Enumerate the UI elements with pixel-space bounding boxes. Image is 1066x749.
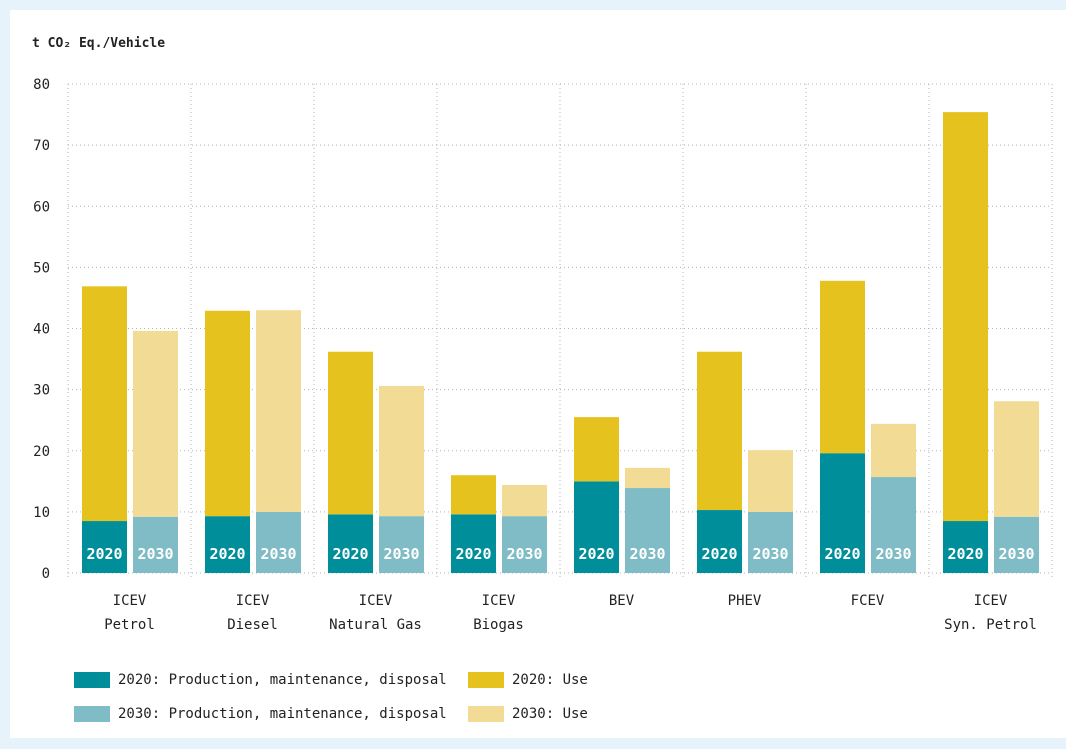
bar-year-label: 2030 xyxy=(260,545,296,563)
bar-icev-natural-gas-2020-use xyxy=(328,351,373,515)
bar-icev-diesel-2020-use xyxy=(205,310,250,517)
x-category-label-line: BEV xyxy=(609,593,635,609)
y-tick-label: 0 xyxy=(42,566,50,582)
bar-icev-syn-petrol-2020-production-maintenance-disposal xyxy=(943,521,988,573)
bar-fcev-2030-production-maintenance-disposal xyxy=(871,477,916,573)
legend-item-2020-production: 2020: Production, maintenance, disposal xyxy=(74,671,447,689)
legend-swatch-2030-use xyxy=(468,706,504,722)
bar-fcev-2020-production-maintenance-disposal xyxy=(820,453,865,573)
x-category-label-line: Biogas xyxy=(473,617,524,633)
bar-fcev-2030-use xyxy=(871,423,916,478)
bar-icev-natural-gas-2030-use xyxy=(379,385,424,517)
bar-icev-syn-petrol-2030-production-maintenance-disposal xyxy=(994,516,1039,573)
legend-label: 2020: Use xyxy=(512,672,588,688)
legend-swatch-2020-use xyxy=(468,672,504,688)
x-category-label-line: PHEV xyxy=(728,593,762,609)
bar-phev-2020-use xyxy=(697,351,742,511)
x-category-label-line: Diesel xyxy=(227,617,278,633)
bar-icev-diesel-2020-production-maintenance-disposal xyxy=(205,516,250,573)
y-tick-label: 30 xyxy=(33,383,50,399)
bar-year-label: 2030 xyxy=(998,545,1034,563)
bar-icev-biogas-2020-use xyxy=(451,475,496,515)
x-category-label-fcev: FCEV xyxy=(851,593,885,609)
bar-year-label: 2020 xyxy=(455,545,491,563)
x-category-label-line: ICEV xyxy=(974,593,1008,609)
bar-icev-natural-gas-2030-production-maintenance-disposal xyxy=(379,516,424,573)
x-category-label-icev-petrol: ICEV Petrol xyxy=(104,593,155,633)
bar-bev-2020-production-maintenance-disposal xyxy=(574,481,619,573)
bar-year-label: 2020 xyxy=(86,545,122,563)
x-category-label-line: ICEV xyxy=(113,593,147,609)
bar-icev-biogas-2030-production-maintenance-disposal xyxy=(502,516,547,573)
y-tick-label: 50 xyxy=(33,260,50,276)
y-tick-label: 10 xyxy=(33,505,50,521)
bar-bev-2030-use xyxy=(625,467,670,489)
bar-icev-petrol-2030-use xyxy=(133,330,178,517)
bar-icev-petrol-2020-production-maintenance-disposal xyxy=(82,521,127,573)
bar-icev-biogas-2020-production-maintenance-disposal xyxy=(451,514,496,573)
legend-item-2030-use: 2030: Use xyxy=(468,705,588,723)
bar-bev-2030-production-maintenance-disposal xyxy=(625,488,670,573)
bar-phev-2020-production-maintenance-disposal xyxy=(697,510,742,573)
x-category-label-bev: BEV xyxy=(609,593,635,609)
y-tick-label: 20 xyxy=(33,444,50,460)
x-category-label-line: Natural Gas xyxy=(329,617,422,633)
x-category-label-icev-diesel: ICEV Diesel xyxy=(227,593,278,633)
bar-year-label: 2030 xyxy=(137,545,173,563)
bar-year-label: 2020 xyxy=(947,545,983,563)
x-category-label-phev: PHEV xyxy=(728,593,762,609)
x-category-label-icev-biogas: ICEV Biogas xyxy=(473,593,524,633)
x-category-label-icev-syn-petrol: ICEV Syn. Petrol xyxy=(944,593,1037,633)
bar-icev-petrol-2020-use xyxy=(82,286,127,522)
x-category-label-icev-natural-gas: ICEV Natural Gas xyxy=(329,593,422,633)
y-tick-label: 70 xyxy=(33,138,50,154)
y-tick-label: 40 xyxy=(33,322,50,338)
bar-year-label: 2030 xyxy=(506,545,542,563)
bar-icev-petrol-2030-production-maintenance-disposal xyxy=(133,516,178,573)
bar-year-label: 2030 xyxy=(383,545,419,563)
x-category-label-line: ICEV xyxy=(236,593,270,609)
legend-label: 2030: Production, maintenance, disposal xyxy=(118,706,447,722)
y-tick-label: 60 xyxy=(33,199,50,215)
bar-icev-syn-petrol-2020-use xyxy=(943,112,988,522)
bar-phev-2030-use xyxy=(748,450,793,512)
bar-fcev-2020-use xyxy=(820,280,865,454)
bar-icev-syn-petrol-2030-use xyxy=(994,401,1039,517)
legend-item-2030-production: 2030: Production, maintenance, disposal xyxy=(74,705,447,723)
bar-year-label: 2030 xyxy=(875,545,911,563)
y-axis-title: t CO₂ Eq./Vehicle xyxy=(32,36,166,51)
bar-year-label: 2030 xyxy=(629,545,665,563)
bars xyxy=(82,112,1039,573)
x-category-label-line: Syn. Petrol xyxy=(944,617,1037,633)
bar-year-label: 2020 xyxy=(209,545,245,563)
legend-label: 2030: Use xyxy=(512,706,588,722)
bar-icev-diesel-2030-use xyxy=(256,310,301,512)
bar-icev-biogas-2030-use xyxy=(502,484,547,517)
legend-swatch-2020-production xyxy=(74,672,110,688)
bar-bev-2020-use xyxy=(574,417,619,482)
x-category-label-line: Petrol xyxy=(104,617,155,633)
bar-year-label: 2020 xyxy=(578,545,614,563)
x-category-label-line: ICEV xyxy=(359,593,393,609)
bar-year-label: 2020 xyxy=(332,545,368,563)
y-tick-label: 80 xyxy=(33,77,50,93)
legend-label: 2020: Production, maintenance, disposal xyxy=(118,672,447,688)
legend-swatch-2030-production xyxy=(74,706,110,722)
x-category-label-line: FCEV xyxy=(851,593,885,609)
chart-panel xyxy=(10,10,1066,738)
bar-year-label: 2020 xyxy=(701,545,737,563)
bar-phev-2030-production-maintenance-disposal xyxy=(748,511,793,573)
x-category-label-line: ICEV xyxy=(482,593,516,609)
bar-icev-natural-gas-2020-production-maintenance-disposal xyxy=(328,514,373,573)
bar-icev-diesel-2030-production-maintenance-disposal xyxy=(256,511,301,573)
bar-year-label: 2030 xyxy=(752,545,788,563)
bar-year-label: 2020 xyxy=(824,545,860,563)
legend-item-2020-use: 2020: Use xyxy=(468,671,588,689)
